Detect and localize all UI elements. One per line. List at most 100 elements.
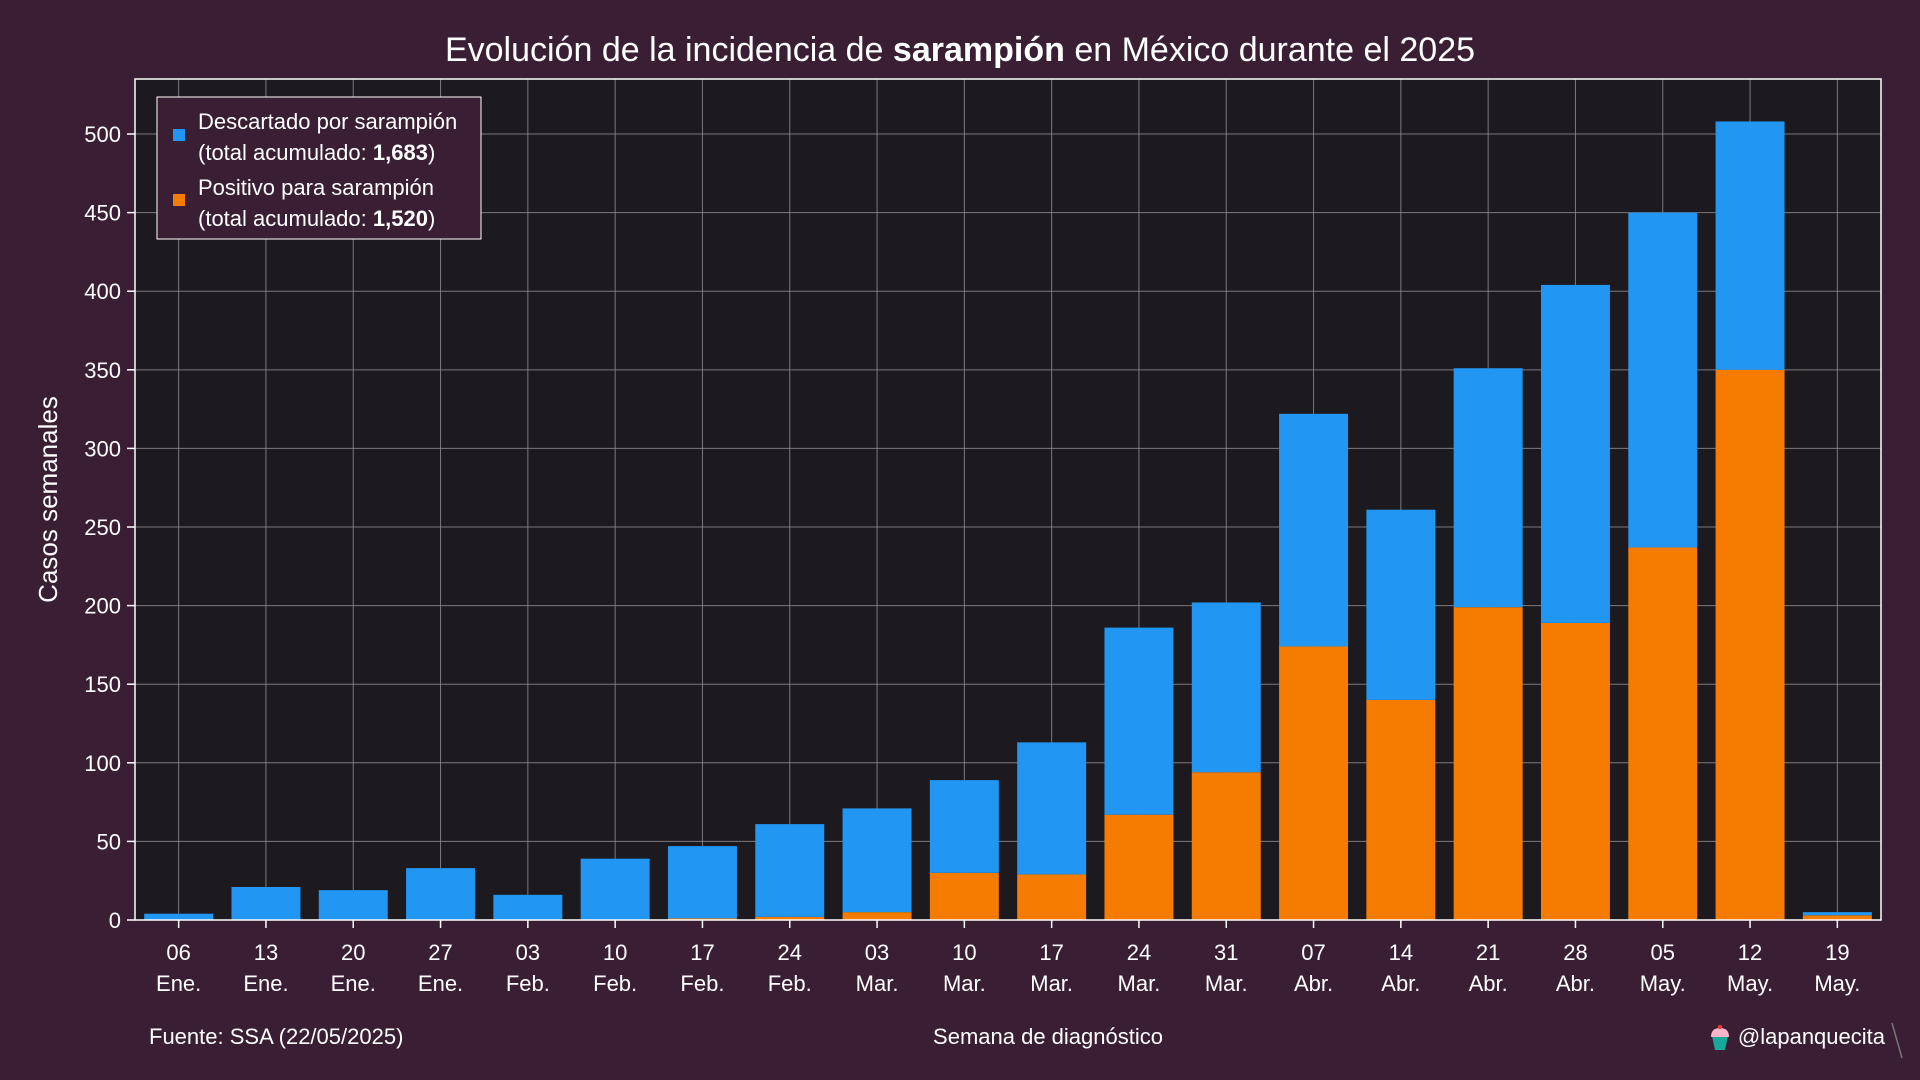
x-tick-label-day: 27 xyxy=(428,940,452,965)
x-tick-label-day: 10 xyxy=(952,940,976,965)
bar-discarded xyxy=(842,808,912,913)
x-tick-label-day: 06 xyxy=(166,940,190,965)
x-tick-label-month: Mar. xyxy=(1205,971,1248,996)
bar-discarded xyxy=(144,913,214,920)
bar-positive xyxy=(1366,699,1436,920)
x-tick-label-day: 20 xyxy=(341,940,365,965)
bar-discarded xyxy=(1191,602,1261,773)
x-tick-label-day: 03 xyxy=(865,940,889,965)
y-axis-label: Casos semanales xyxy=(33,396,63,603)
x-tick-label-month: Abr. xyxy=(1294,971,1333,996)
bar-discarded xyxy=(406,868,476,920)
legend-swatch-positive xyxy=(173,194,185,206)
bar-positive xyxy=(1802,915,1872,920)
legend: Descartado por sarampión (total acumulad… xyxy=(156,96,482,240)
y-tick-label: 200 xyxy=(84,594,121,619)
x-tick-label-month: Feb. xyxy=(593,971,637,996)
bar-discarded xyxy=(231,886,301,920)
x-tick-label-month: Ene. xyxy=(243,971,288,996)
bar-discarded xyxy=(1366,509,1436,700)
x-tick-label-day: 13 xyxy=(254,940,278,965)
x-tick-label-month: May. xyxy=(1727,971,1773,996)
legend-total-discarded: (total acumulado: 1,683) xyxy=(198,140,435,165)
bar-positive xyxy=(929,872,999,920)
plot-frame xyxy=(134,78,1882,921)
x-tick-label-day: 05 xyxy=(1651,940,1675,965)
bar-discarded xyxy=(318,890,388,920)
x-axis-label: Semana de diagnóstico xyxy=(933,1024,1163,1049)
bar-discarded xyxy=(1453,368,1523,608)
x-tick-label-month: Mar. xyxy=(1030,971,1073,996)
source-note: Fuente: SSA (22/05/2025) xyxy=(149,1024,403,1049)
bar-discarded xyxy=(1104,627,1174,815)
y-tick-label: 150 xyxy=(84,672,121,697)
x-tick-label-month: Mar. xyxy=(943,971,986,996)
x-tick-label-day: 21 xyxy=(1476,940,1500,965)
bar-discarded xyxy=(580,858,650,920)
chart-title-bold: sarampión xyxy=(893,31,1065,69)
bar-discarded xyxy=(1017,742,1087,875)
bar-positive xyxy=(1540,622,1610,920)
bar-discarded xyxy=(1628,212,1698,548)
bar-discarded xyxy=(929,780,999,873)
x-tick-label-month: Feb. xyxy=(506,971,550,996)
x-tick-label-day: 10 xyxy=(603,940,627,965)
x-axis-ticks: 06 Ene. 13 Ene. 20 Ene. 27 Ene. 03 Feb. 10 Feb. 17 Fe… xyxy=(156,920,1860,996)
legend-label-positive: Positivo para sarampión xyxy=(198,175,434,200)
bar-positive xyxy=(1104,814,1174,920)
x-tick-label-month: May. xyxy=(1814,971,1860,996)
x-tick-label-month: Mar. xyxy=(1118,971,1161,996)
y-axis-ticks: 0 50 100 150 200 250 300 350 400 450 500 xyxy=(84,122,135,933)
y-tick-label: 250 xyxy=(84,515,121,540)
x-tick-label-month: Abr. xyxy=(1381,971,1420,996)
x-tick-label-month: Ene. xyxy=(331,971,376,996)
x-tick-label-month: May. xyxy=(1640,971,1686,996)
y-tick-label: 100 xyxy=(84,751,121,776)
bar-discarded xyxy=(1715,121,1785,370)
bars xyxy=(144,121,1872,920)
y-tick-label: 350 xyxy=(84,358,121,383)
y-tick-label: 50 xyxy=(97,829,121,854)
corner-mark xyxy=(1891,1022,1903,1059)
bar-positive xyxy=(1453,607,1523,920)
bar-positive xyxy=(755,916,825,920)
bar-positive xyxy=(1017,874,1087,920)
x-tick-label-day: 14 xyxy=(1389,940,1413,965)
bar-positive xyxy=(1628,547,1698,920)
legend-label-discarded: Descartado por sarampión xyxy=(198,109,457,134)
x-tick-label-month: Ene. xyxy=(156,971,201,996)
legend-box xyxy=(156,96,482,240)
x-tick-label-month: Feb. xyxy=(768,971,812,996)
x-tick-label-month: Abr. xyxy=(1556,971,1595,996)
chart-title-prefix: Evolución de la incidencia de xyxy=(445,31,893,69)
y-tick-label: 450 xyxy=(84,201,121,226)
bar-discarded xyxy=(755,824,825,917)
x-tick-label-day: 31 xyxy=(1214,940,1238,965)
x-tick-label-month: Mar. xyxy=(856,971,899,996)
y-tick-label: 0 xyxy=(109,908,121,933)
x-tick-label-day: 28 xyxy=(1563,940,1587,965)
chart-title: Evolución de la incidencia de sarampión … xyxy=(445,31,1475,69)
x-tick-label-day: 12 xyxy=(1738,940,1762,965)
bar-positive xyxy=(1191,772,1261,920)
x-tick-label-day: 19 xyxy=(1825,940,1849,965)
chart-title-suffix: en México durante el 2025 xyxy=(1065,31,1475,69)
y-tick-label: 500 xyxy=(84,122,121,147)
bar-discarded xyxy=(1279,413,1349,647)
bar-positive xyxy=(667,918,737,920)
x-tick-label-day: 17 xyxy=(1039,940,1063,965)
bar-positive xyxy=(842,912,912,920)
x-tick-label-day: 24 xyxy=(1127,940,1151,965)
legend-swatch-discarded xyxy=(173,129,185,141)
y-tick-label: 300 xyxy=(84,436,121,461)
legend-total-positive: (total acumulado: 1,520) xyxy=(198,206,435,231)
x-tick-label-day: 24 xyxy=(778,940,802,965)
y-tick-label: 400 xyxy=(84,279,121,304)
x-tick-label-day: 03 xyxy=(516,940,540,965)
bar-discarded xyxy=(1802,912,1872,916)
x-tick-label-day: 17 xyxy=(690,940,714,965)
x-tick-label-month: Abr. xyxy=(1469,971,1508,996)
bar-positive xyxy=(1715,369,1785,920)
cupcake-icon xyxy=(1711,1024,1729,1050)
